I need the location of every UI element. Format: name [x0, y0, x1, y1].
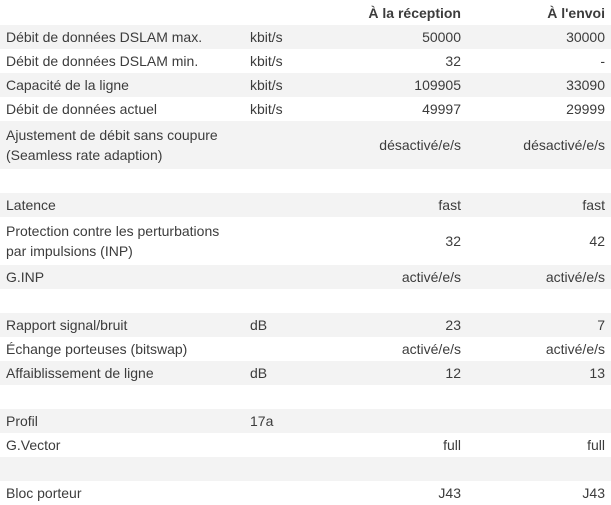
- row-sending-value: 7: [467, 313, 611, 337]
- row-unit: [244, 385, 344, 409]
- row-sending-value: désactivé/e/s: [467, 121, 611, 169]
- row-reception-value: [344, 289, 467, 313]
- row-unit: kbit/s: [244, 25, 344, 49]
- row-unit: [244, 337, 344, 361]
- row-sending-value: activé/e/s: [467, 265, 611, 289]
- row-label: Affaiblissement de ligne: [0, 361, 244, 385]
- row-sending-value: [467, 409, 611, 433]
- row-unit: [244, 433, 344, 457]
- table-spacer-row: [0, 385, 611, 409]
- row-unit: [244, 289, 344, 313]
- row-sending-value: 29999: [467, 97, 611, 121]
- row-label: Débit de données actuel: [0, 97, 244, 121]
- row-label: Bloc porteur: [0, 481, 244, 505]
- row-unit: [244, 169, 344, 193]
- row-reception-value: [344, 385, 467, 409]
- row-sending-value: 33090: [467, 73, 611, 97]
- row-reception-value: activé/e/s: [344, 265, 467, 289]
- row-label: Profil: [0, 409, 244, 433]
- row-reception-value: [344, 169, 467, 193]
- row-unit: [244, 121, 344, 169]
- row-unit: kbit/s: [244, 73, 344, 97]
- row-reception-value: [344, 409, 467, 433]
- row-sending-value: [467, 385, 611, 409]
- header-label: [0, 0, 244, 25]
- table-row: Échange porteuses (bitswap) activé/e/s a…: [0, 337, 611, 361]
- row-unit: dB: [244, 313, 344, 337]
- table-row: Ajustement de débit sans coupure (Seamle…: [0, 121, 611, 169]
- row-reception-value: 50000: [344, 25, 467, 49]
- table-row: Profil 17a: [0, 409, 611, 433]
- row-unit: 17a: [244, 409, 344, 433]
- table-row: Débit de données DSLAM max. kbit/s 50000…: [0, 25, 611, 49]
- header-unit: [244, 0, 344, 25]
- row-sending-value: -: [467, 49, 611, 73]
- row-reception-value: full: [344, 433, 467, 457]
- row-sending-value: [467, 289, 611, 313]
- row-unit: [244, 481, 344, 505]
- table-row: Affaiblissement de ligne dB 12 13: [0, 361, 611, 385]
- row-unit: kbit/s: [244, 49, 344, 73]
- table-spacer-row: [0, 457, 611, 481]
- row-sending-value: J43: [467, 481, 611, 505]
- row-reception-value: activé/e/s: [344, 337, 467, 361]
- row-label: G.Vector: [0, 433, 244, 457]
- row-reception-value: 32: [344, 49, 467, 73]
- row-label: Protection contre les perturbations par …: [0, 217, 244, 265]
- row-reception-value: désactivé/e/s: [344, 121, 467, 169]
- row-label: G.INP: [0, 265, 244, 289]
- row-unit: dB: [244, 361, 344, 385]
- row-reception-value: [344, 457, 467, 481]
- row-sending-value: 30000: [467, 25, 611, 49]
- row-sending-value: [467, 457, 611, 481]
- table-row: Débit de données DSLAM min. kbit/s 32 -: [0, 49, 611, 73]
- header-sending: À l'envoi: [467, 0, 611, 25]
- row-sending-value: 13: [467, 361, 611, 385]
- row-unit: [244, 217, 344, 265]
- row-label: Latence: [0, 193, 244, 217]
- row-reception-value: fast: [344, 193, 467, 217]
- row-label: [0, 457, 244, 481]
- table-row: Latence fast fast: [0, 193, 611, 217]
- row-unit: [244, 193, 344, 217]
- row-sending-value: 42: [467, 217, 611, 265]
- row-sending-value: activé/e/s: [467, 337, 611, 361]
- row-label: Capacité de la ligne: [0, 73, 244, 97]
- table-row: G.Vector full full: [0, 433, 611, 457]
- row-reception-value: 109905: [344, 73, 467, 97]
- row-reception-value: 23: [344, 313, 467, 337]
- table-row: Protection contre les perturbations par …: [0, 217, 611, 265]
- row-label: [0, 385, 244, 409]
- table-row: G.INP activé/e/s activé/e/s: [0, 265, 611, 289]
- row-label: Débit de données DSLAM max.: [0, 25, 244, 49]
- row-unit: [244, 457, 344, 481]
- row-label: Ajustement de débit sans coupure (Seamle…: [0, 121, 244, 169]
- row-sending-value: fast: [467, 193, 611, 217]
- row-reception-value: J43: [344, 481, 467, 505]
- table-spacer-row: [0, 289, 611, 313]
- table-spacer-row: [0, 169, 611, 193]
- row-reception-value: 12: [344, 361, 467, 385]
- row-sending-value: full: [467, 433, 611, 457]
- row-reception-value: 49997: [344, 97, 467, 121]
- table-header-row: À la réception À l'envoi: [0, 0, 611, 25]
- row-sending-value: [467, 169, 611, 193]
- table-row: Débit de données actuel kbit/s 49997 299…: [0, 97, 611, 121]
- row-label: Débit de données DSLAM min.: [0, 49, 244, 73]
- table-row: Capacité de la ligne kbit/s 109905 33090: [0, 73, 611, 97]
- table-row: Bloc porteur J43 J43: [0, 481, 611, 505]
- row-unit: kbit/s: [244, 97, 344, 121]
- header-reception: À la réception: [344, 0, 467, 25]
- row-unit: [244, 265, 344, 289]
- row-label: Échange porteuses (bitswap): [0, 337, 244, 361]
- table-row: Rapport signal/bruit dB 23 7: [0, 313, 611, 337]
- row-reception-value: 32: [344, 217, 467, 265]
- row-label: [0, 169, 244, 193]
- row-label: [0, 289, 244, 313]
- row-label: Rapport signal/bruit: [0, 313, 244, 337]
